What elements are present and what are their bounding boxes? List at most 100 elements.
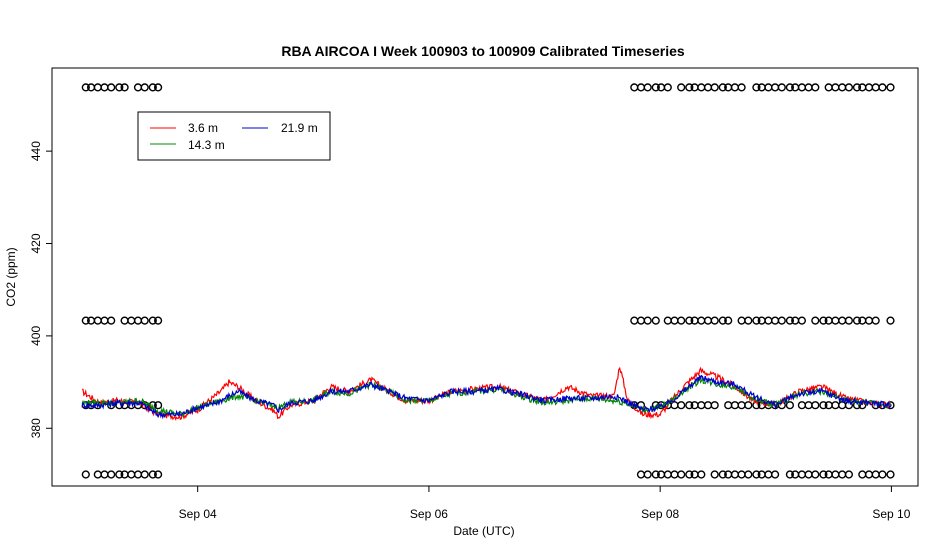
calibration-marker — [785, 316, 795, 325]
calibration-marker — [785, 470, 795, 479]
calibration-marker — [697, 470, 706, 479]
calibration-marker — [651, 470, 660, 479]
legend: 3.6 m 21.9 m 14.3 m — [137, 111, 331, 161]
calibration-marker — [752, 316, 761, 325]
calibration-marker — [844, 316, 854, 325]
y-tick-label-3: 440 — [29, 141, 43, 161]
calibration-marker — [154, 316, 163, 325]
calibration-marker — [811, 401, 820, 410]
calibration-marker — [115, 83, 124, 92]
calibration-marker — [148, 83, 157, 92]
calibration-marker — [797, 316, 807, 325]
legend-label-14-3m: 14.3 m — [188, 138, 225, 152]
calibration-marker — [107, 316, 116, 325]
y-tick-label-1: 400 — [29, 326, 43, 346]
calibration-marker — [878, 470, 887, 479]
x-tick-label-1: Sep 06 — [410, 507, 448, 521]
calibration-marker — [724, 316, 733, 325]
x-axis: Sep 04 Sep 06 Sep 08 Sep 10 — [179, 486, 911, 521]
calibration-marker — [777, 316, 786, 325]
calibration-marker — [811, 316, 820, 325]
calibration-marker — [685, 470, 694, 479]
calibration-marker — [115, 470, 124, 479]
calibration-marker — [107, 83, 116, 92]
x-tick-label-0: Sep 04 — [179, 507, 217, 521]
calibration-marker — [154, 401, 163, 410]
calibration-marker — [710, 401, 719, 410]
calibration-marker — [140, 470, 149, 479]
calibration-marker — [643, 316, 652, 325]
calibration-marker — [685, 83, 694, 92]
legend-label-3-6m: 3.6 m — [188, 121, 218, 135]
calibration-marker — [140, 316, 149, 325]
calibration-marker — [154, 83, 163, 92]
calibration-marker — [677, 316, 686, 325]
calibration-marker — [777, 83, 786, 92]
calibration-marker — [852, 83, 862, 92]
y-tick-label-0: 380 — [29, 418, 43, 438]
legend-label-21-9m: 21.9 m — [281, 121, 318, 135]
calibration-marker — [154, 470, 163, 479]
calibration-marker — [718, 83, 727, 92]
series-line-2 — [81, 375, 892, 418]
y-axis: 380 400 420 440 — [29, 141, 52, 438]
calibration-marker — [886, 83, 895, 92]
calibration-marker — [785, 83, 795, 92]
calibration-marker — [685, 401, 694, 410]
calibration-marker — [752, 470, 761, 479]
calibration-marker — [718, 470, 727, 479]
calibration-marker — [710, 83, 719, 92]
calibration-marker — [811, 470, 820, 479]
calibration-marker — [852, 316, 862, 325]
calibration-marker — [148, 470, 157, 479]
calibration-marker — [737, 83, 746, 92]
calibration-marker — [643, 470, 652, 479]
calibration-marker — [663, 83, 672, 92]
series-lines — [81, 366, 892, 421]
calibration-markers — [81, 83, 895, 479]
calibration-marker — [685, 316, 694, 325]
calibration-marker — [886, 316, 895, 325]
calibration-marker — [744, 401, 753, 410]
calibration-marker — [819, 470, 828, 479]
calibration-marker — [819, 316, 828, 325]
y-tick-label-2: 420 — [29, 233, 43, 253]
calibration-marker — [651, 83, 660, 92]
x-axis-label: Date (UTC) — [453, 524, 514, 538]
calibration-marker — [710, 470, 719, 479]
calibration-marker — [107, 470, 116, 479]
calibration-marker — [844, 470, 854, 479]
legend-box — [137, 111, 331, 161]
calibration-marker — [710, 316, 719, 325]
calibration-marker — [871, 316, 880, 325]
chart-title: RBA AIRCOA I Week 100903 to 100909 Calib… — [281, 43, 685, 59]
calibration-marker — [148, 316, 157, 325]
calibration-marker — [643, 83, 652, 92]
calibration-marker — [140, 83, 149, 92]
calibration-marker — [677, 470, 686, 479]
calibration-marker — [81, 83, 90, 92]
calibration-marker — [844, 83, 854, 92]
calibration-marker — [677, 83, 686, 92]
plot-frame — [51, 67, 919, 487]
y-axis-label: CO2 (ppm) — [4, 247, 18, 306]
calibration-marker — [785, 401, 795, 410]
calibration-marker — [81, 316, 90, 325]
calibration-marker — [718, 316, 727, 325]
calibration-marker — [651, 316, 660, 325]
x-tick-label-2: Sep 08 — [641, 507, 679, 521]
series-line-1 — [81, 374, 892, 420]
calibration-marker — [744, 470, 753, 479]
calibration-marker — [811, 83, 820, 92]
calibration-marker — [81, 470, 90, 479]
calibration-marker — [744, 316, 753, 325]
calibration-marker — [878, 83, 887, 92]
calibration-marker — [819, 401, 828, 410]
calibration-marker — [752, 83, 761, 92]
calibration-marker — [120, 83, 129, 92]
calibration-marker — [886, 470, 895, 479]
calibration-marker — [770, 470, 780, 479]
x-tick-label-3: Sep 10 — [872, 507, 910, 521]
